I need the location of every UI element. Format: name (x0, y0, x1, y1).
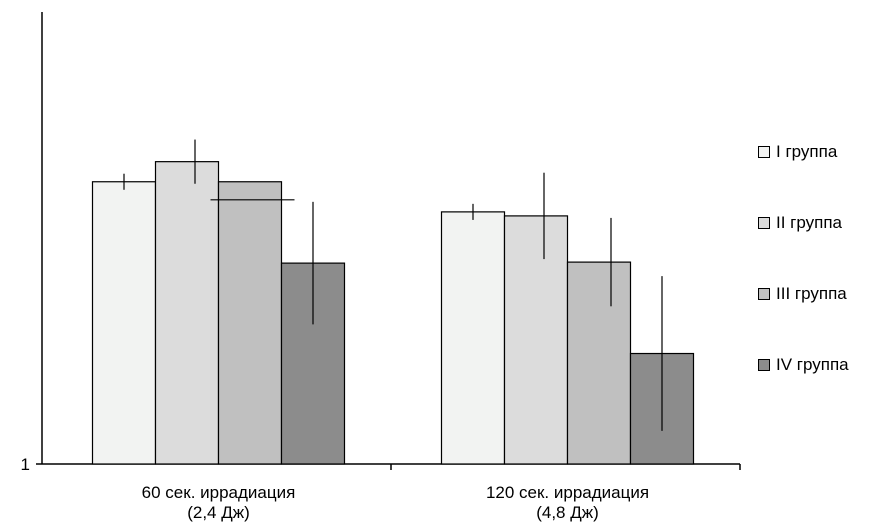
legend-label: III группа (776, 284, 847, 303)
x-category-label: (2,4 Дж) (187, 503, 250, 522)
legend-item: II группа (758, 213, 849, 233)
category-labels: 60 сек. иррадиация(2,4 Дж) 120 сек. иррад… (142, 483, 649, 522)
legend-swatch (758, 359, 770, 371)
bar-2-2 (503, 215, 569, 465)
bar-1-1 (91, 181, 157, 465)
x-category-label: 120 сек. иррадиация (486, 483, 649, 502)
legend-swatch (758, 288, 770, 300)
legend: I группа II группа III группа IV группа (758, 142, 849, 426)
x-category-label: (4,8 Дж) (536, 503, 599, 522)
legend-item: III группа (758, 284, 849, 304)
legend-label: I группа (776, 142, 838, 161)
bars (91, 161, 695, 465)
bar-1-2 (440, 211, 506, 465)
bar-3-1 (217, 181, 283, 465)
legend-label: II группа (776, 213, 842, 232)
x-category-label: 60 сек. иррадиация (142, 483, 296, 502)
legend-item: I группа (758, 142, 849, 162)
legend-item: IV группа (758, 355, 849, 375)
legend-swatch (758, 217, 770, 229)
bar-3-2 (566, 261, 632, 465)
legend-swatch (758, 146, 770, 158)
legend-label: IV группа (776, 355, 849, 374)
y-tick-label: 1 (21, 455, 30, 474)
bar-2-1 (154, 161, 220, 465)
error-bars (123, 139, 663, 431)
